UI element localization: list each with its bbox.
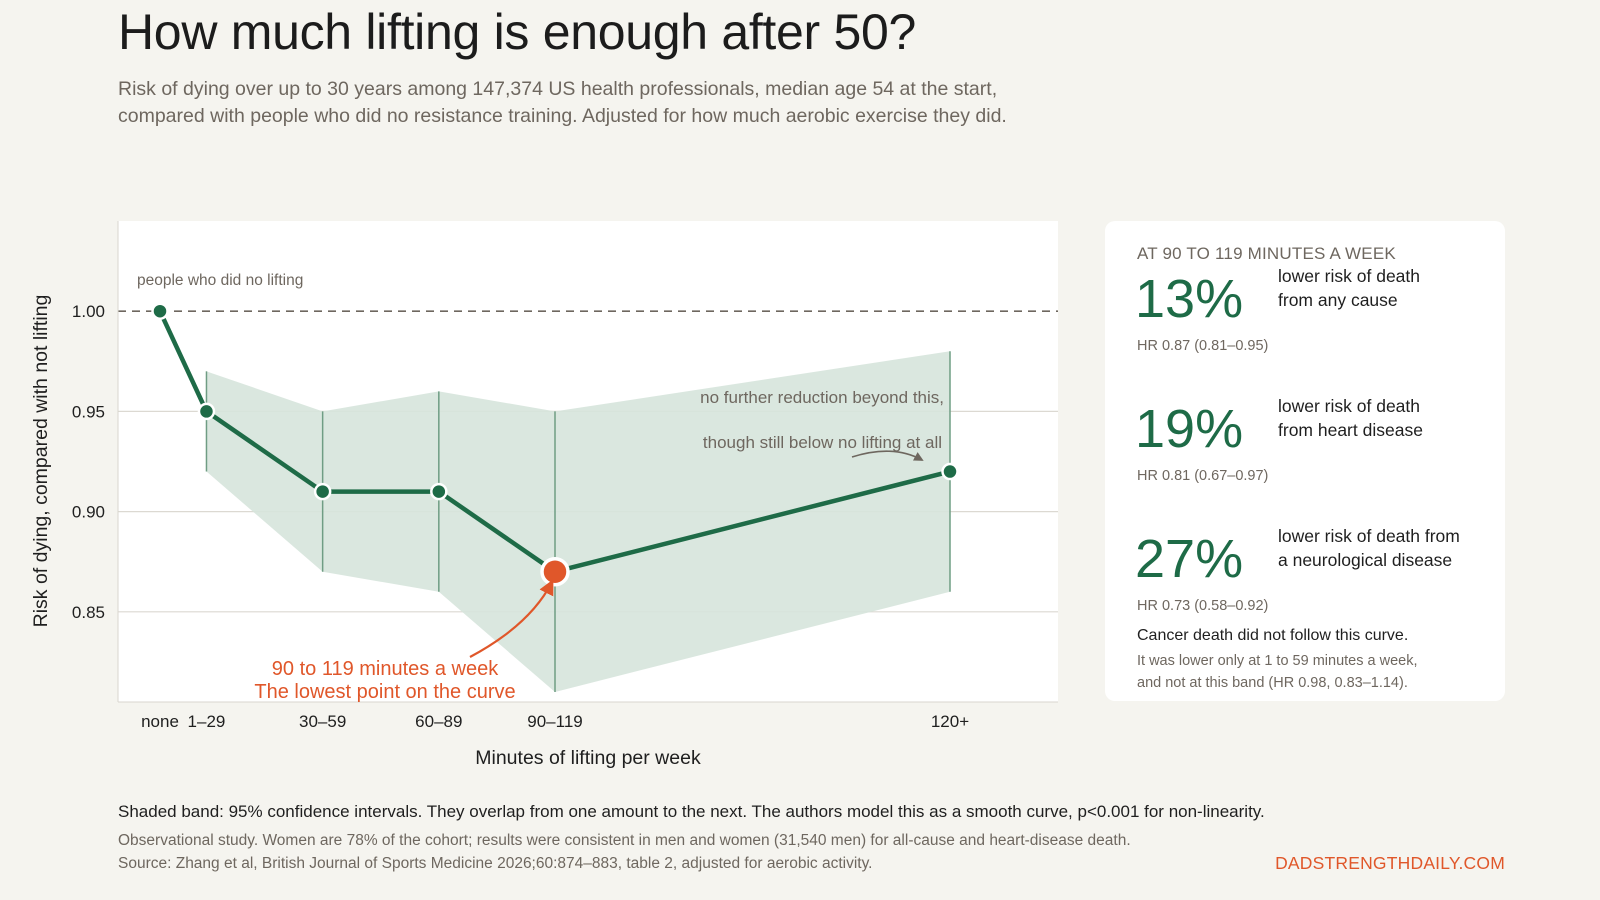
x-tick-label: 90–119 (527, 712, 582, 731)
footnote-band: Shaded band: 95% confidence intervals. T… (118, 802, 1265, 821)
summary-panel: AT 90 TO 119 MINUTES A WEEK 13% lower ri… (1105, 221, 1505, 701)
lowest-annotation-line-1: 90 to 119 minutes a week (272, 658, 499, 680)
x-axis-label: Minutes of lifting per week (475, 747, 701, 769)
plateau-annotation-line-1: no further reduction beyond this, (700, 388, 944, 407)
x-tick-label: none (141, 712, 179, 731)
line-chart: 0.85 0.90 0.95 1.00 none 1–29 30–59 60–89 90–11… (30, 221, 1058, 769)
plateau-arrow (851, 450, 924, 461)
cancer-note-title: Cancer death did not follow this curve. (1137, 627, 1409, 644)
stat-description: lower risk of death from any cause (1278, 264, 1493, 312)
y-tick-label: 0.85 (72, 603, 105, 622)
lowest-arrow (469, 579, 554, 658)
data-point (430, 482, 448, 501)
stat-hazard-ratio: HR 0.87 (0.81–0.95) (1137, 338, 1269, 354)
cancer-note-line-1: It was lower only at 1 to 59 minutes a w… (1137, 653, 1418, 669)
y-tick-labels: 0.85 0.90 0.95 1.00 (72, 302, 105, 622)
series-points (151, 302, 959, 587)
footnote-cohort: Observational study. Women are 78% of th… (118, 832, 1131, 849)
stat-value: 27% (1135, 529, 1244, 589)
x-tick-label: 120+ (931, 712, 969, 731)
y-tick-label: 0.90 (72, 503, 105, 522)
data-point (151, 302, 169, 320)
stat-description: lower risk of death from a neurological … (1278, 524, 1493, 572)
x-tick-label: 60–89 (415, 712, 462, 731)
series-polyline (157, 310, 951, 574)
y-tick-label: 1.00 (72, 302, 105, 321)
subtitle-line-2: compared with people who did no resistan… (118, 105, 1007, 127)
stat-description: lower risk of death from heart disease (1278, 394, 1493, 442)
stat-block-heart-disease: 19% lower risk of death from heart disea… (1105, 396, 1505, 522)
stat-description-line-1: lower risk of death from (1278, 526, 1460, 546)
confidence-band-area (206, 351, 950, 692)
data-point (313, 482, 332, 501)
data-point (941, 462, 959, 481)
stat-value: 19% (1135, 399, 1244, 459)
x-tick-labels: none 1–29 30–59 60–89 90–119 120+ (141, 712, 969, 731)
panel-heading: AT 90 TO 119 MINUTES A WEEK (1137, 244, 1396, 263)
brand-link[interactable]: DADSTRENGTHDAILY.COM (1275, 853, 1505, 873)
stat-description-line-1: lower risk of death (1278, 396, 1421, 416)
y-tick-label: 0.95 (72, 402, 105, 421)
x-tick-label: 1–29 (188, 712, 226, 731)
x-tick-label: 30–59 (299, 712, 346, 731)
subtitle: Risk of dying over up to 30 years among … (118, 76, 1007, 130)
series-line (157, 310, 951, 574)
footnote-source: Source: Zhang et al, British Journal of … (118, 855, 873, 872)
stat-hazard-ratio: HR 0.81 (0.67–0.97) (1137, 468, 1269, 484)
stat-value: 13% (1135, 269, 1244, 329)
reference-line-label: people who did no lifting (137, 272, 303, 289)
stat-description-line-1: lower risk of death (1278, 266, 1421, 286)
stat-block-all-cause: 13% lower risk of death from any cause H… (1105, 266, 1505, 392)
y-axis-label: Risk of dying, compared with not lifting (30, 295, 52, 628)
cancer-note-body: It was lower only at 1 to 59 minutes a w… (1137, 650, 1497, 694)
subtitle-line-1: Risk of dying over up to 30 years among … (118, 78, 998, 100)
cancer-note-line-2: and not at this band (HR 0.98, 0.83–1.14… (1137, 675, 1408, 691)
plateau-annotation-line-2: though still below no lifting at all (703, 433, 942, 452)
stat-description-line-2: a neurological disease (1278, 550, 1453, 570)
stat-description-line-2: from any cause (1278, 290, 1398, 310)
stat-hazard-ratio: HR 0.73 (0.58–0.92) (1137, 598, 1269, 614)
lowest-annotation-line-2: The lowest point on the curve (254, 681, 515, 703)
page-title: How much lifting is enough after 50? (118, 4, 916, 60)
stat-block-neurological: 27% lower risk of death from a neurologi… (1105, 526, 1505, 652)
data-point-highlight (540, 556, 570, 587)
stat-description-line-2: from heart disease (1278, 420, 1423, 440)
data-point (197, 402, 216, 421)
